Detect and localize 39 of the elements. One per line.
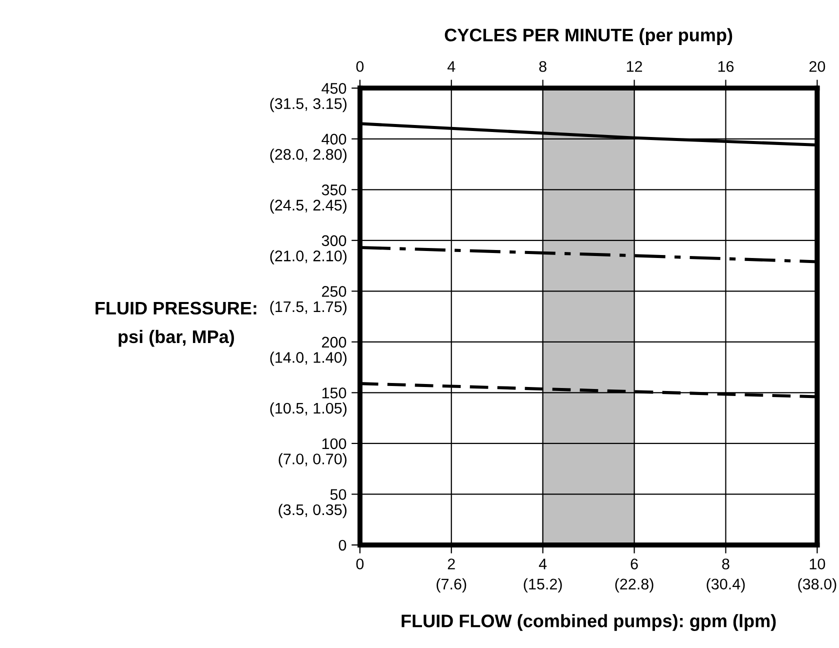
y-tick-label: 50	[330, 489, 346, 500]
x2-tick-label: 8	[539, 61, 546, 72]
x-tick-label: 0	[356, 558, 364, 570]
text: (38.0)	[798, 578, 836, 593]
text: (22.8)	[615, 578, 654, 593]
x-axis-title: FLUID FLOW (combined pumps): gpm (lpm)	[402, 614, 776, 631]
text: (31.5, 3.15)	[270, 98, 346, 112]
text: (21.0, 2.10)	[270, 250, 346, 264]
text: (24.5, 2.45)	[270, 199, 346, 214]
x2-tick-label: 4	[447, 61, 456, 72]
y-tick-label: 300	[322, 235, 346, 246]
x-tick-label: 6	[630, 558, 638, 570]
y-tick-label: 350	[322, 184, 346, 196]
y-tick-label: 100	[322, 438, 346, 450]
text: (30.4)	[706, 578, 745, 593]
y-tick-label: 450	[322, 82, 346, 94]
text: (28.0, 2.80)	[270, 148, 346, 163]
x2-tick-label: 0	[356, 61, 364, 72]
y-tick-label: 250	[322, 286, 346, 297]
text: (17.5, 1.75)	[270, 300, 346, 316]
y-tick-label: 150	[322, 388, 346, 398]
y-tick-label: 200	[322, 336, 346, 348]
x-tick-label: 2	[448, 558, 455, 570]
text: (14.0, 1.40)	[270, 352, 346, 366]
x2-tick-label: 16	[718, 61, 734, 72]
x2-tick-label: 20	[809, 61, 826, 72]
text: (7.0, 0.70)	[278, 453, 346, 468]
text: (3.5, 0.35)	[278, 504, 346, 518]
text: (15.2)	[524, 578, 562, 593]
text: (7.6)	[436, 578, 466, 593]
x2-axis-title: CYCLES PER MINUTE (per pump)	[444, 28, 732, 45]
x-tick-label: 4	[538, 558, 547, 570]
y-tick-label: 0	[338, 540, 346, 551]
x-tick-label: 10	[810, 558, 826, 570]
text: FLUID PRESSURE: psi (bar, MPa)	[96, 302, 256, 347]
y-tick-label: 400	[322, 134, 346, 145]
x2-tick-label: 12	[626, 61, 642, 72]
text: (10.5, 1.05)	[270, 402, 346, 417]
x-tick-label: 8	[722, 558, 730, 570]
